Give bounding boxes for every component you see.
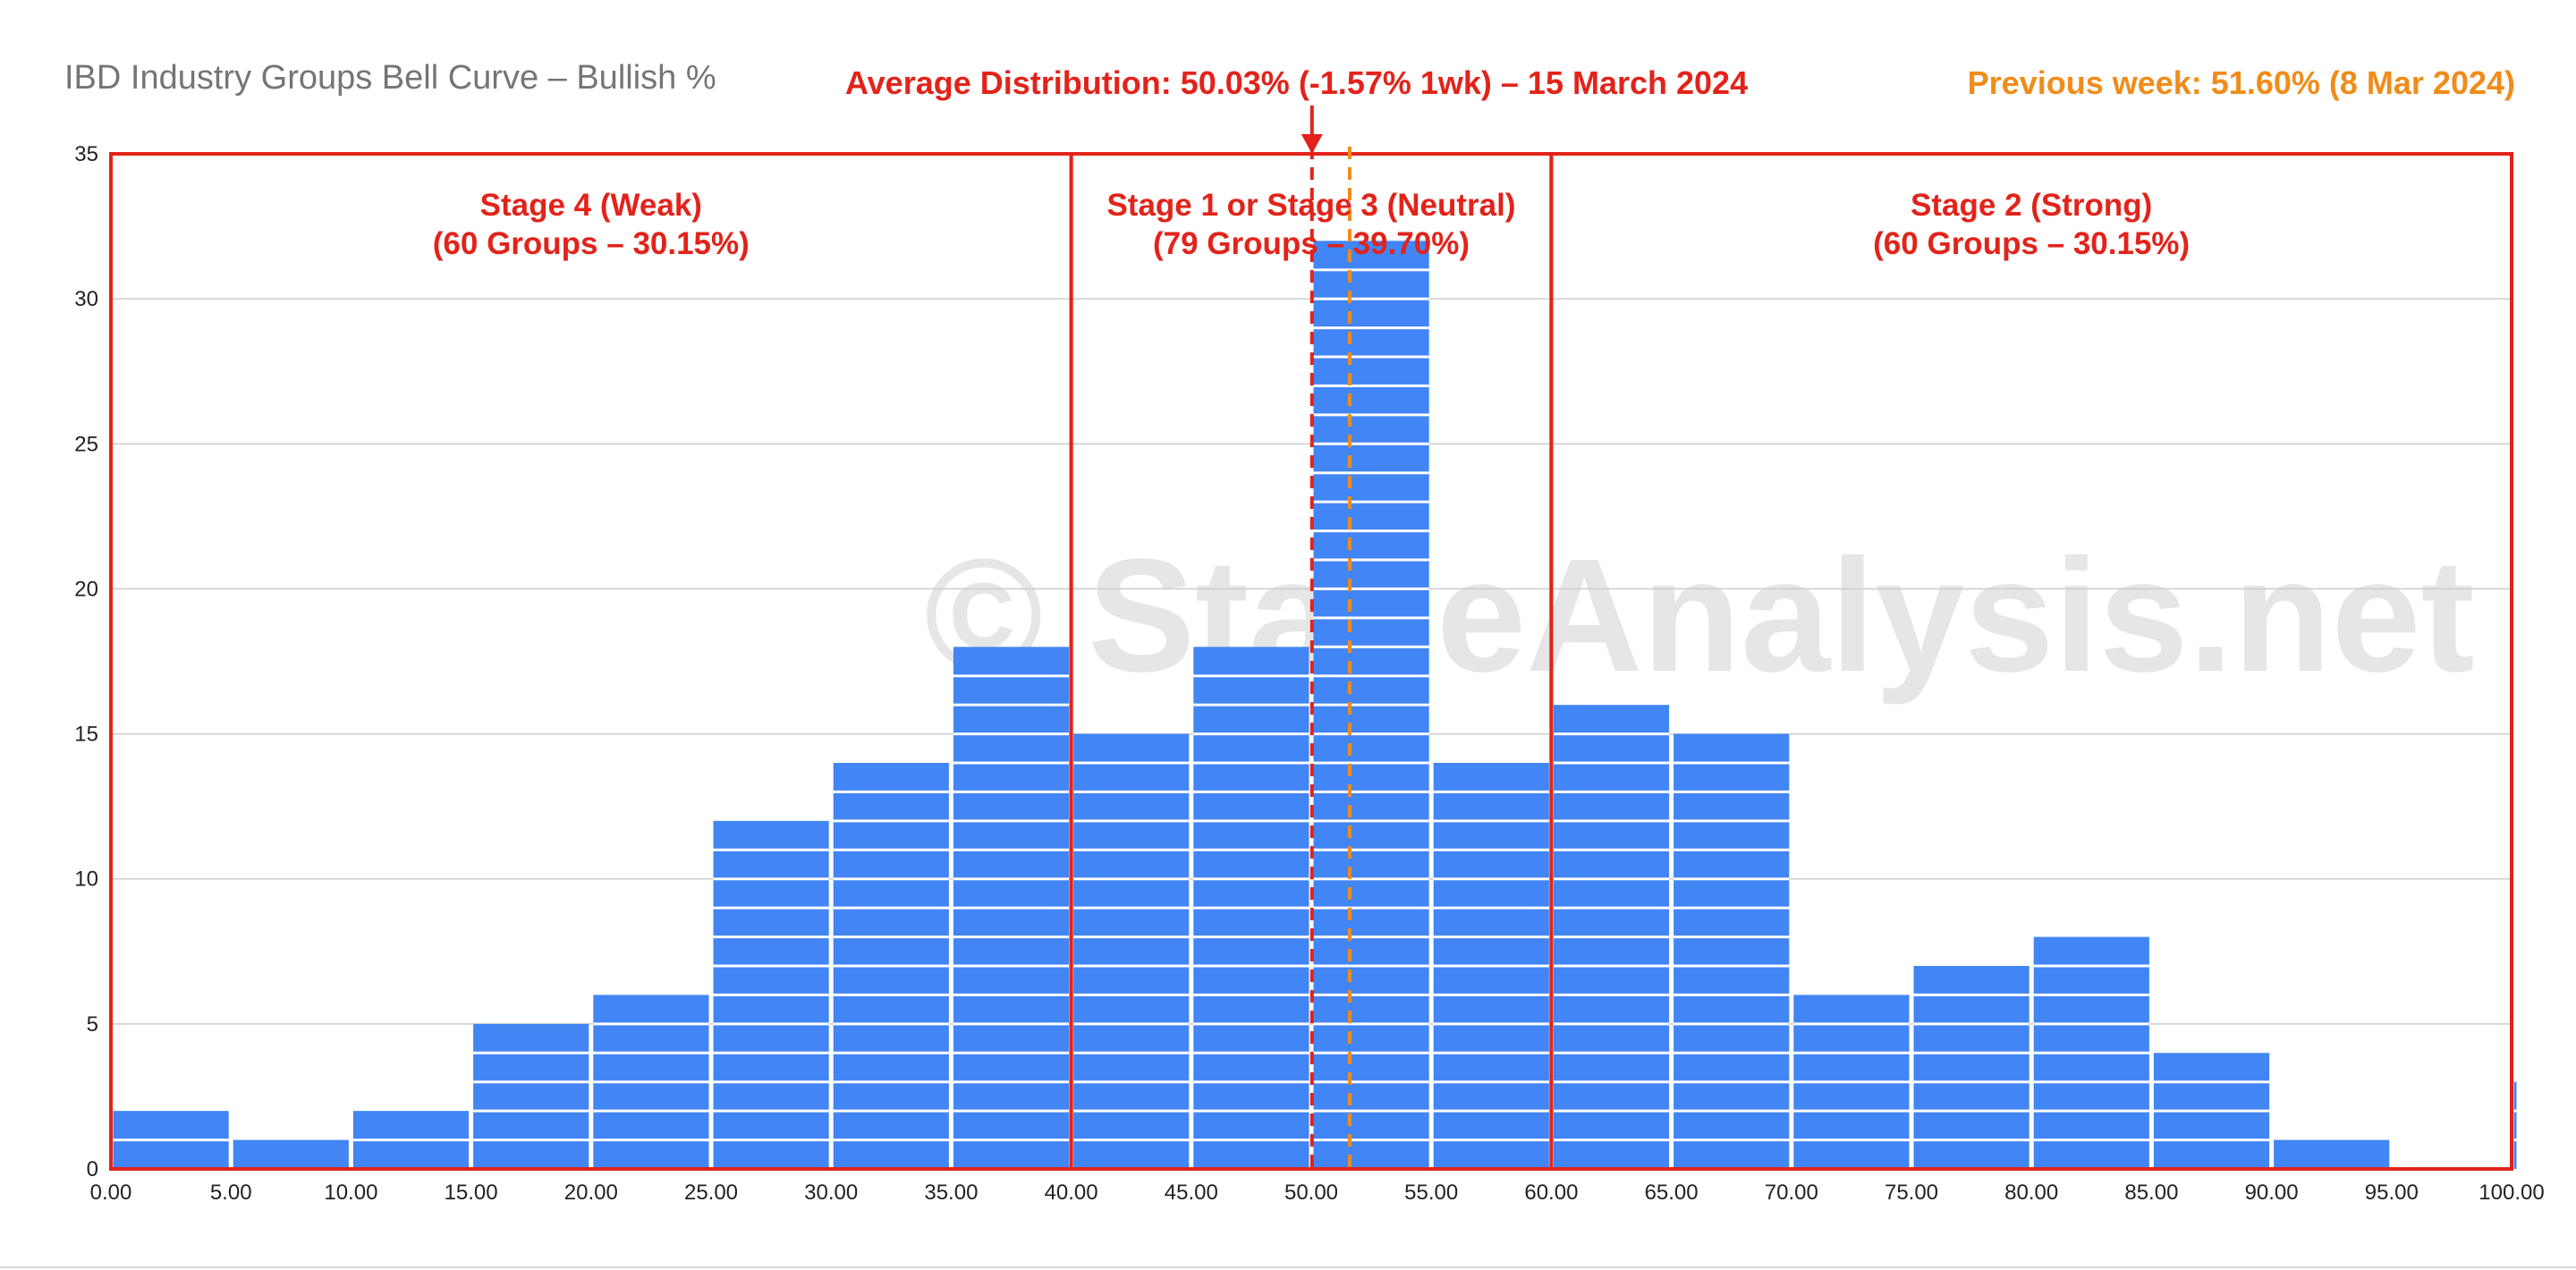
average-distribution-label: Average Distribution: 50.03% (-1.57% 1wk… (845, 64, 1749, 101)
x-tick-label: 75.00 (1885, 1181, 1938, 1205)
histogram-bar (2274, 1139, 2390, 1169)
x-tick-label: 0.00 (90, 1181, 132, 1205)
y-tick-label: 30 (74, 287, 98, 311)
average-arrow-head (1301, 134, 1323, 154)
histogram-bar (473, 1023, 589, 1169)
y-tick-label: 35 (74, 142, 98, 166)
x-tick-label: 60.00 (1524, 1181, 1578, 1205)
x-tick-label: 20.00 (564, 1181, 618, 1205)
x-tick-label: 5.00 (210, 1181, 252, 1205)
x-tick-label: 50.00 (1284, 1181, 1338, 1205)
histogram-bar (233, 1139, 349, 1169)
x-tick-label: 15.00 (445, 1181, 498, 1205)
x-tick-label: 65.00 (1645, 1181, 1699, 1205)
y-tick-label: 0 (87, 1157, 98, 1181)
watermark-text: © StageAnalysis.net (924, 526, 2474, 706)
y-tick-label: 25 (74, 432, 98, 456)
chart-title: IBD Industry Groups Bell Curve – Bullish… (64, 59, 716, 97)
zone-detail-stage-2: (60 Groups – 30.15%) (1873, 226, 2190, 261)
y-tick-label: 10 (74, 868, 98, 892)
zone-label-stage-2: Stage 2 (Strong) (60 Groups – 30.15%) (1763, 186, 2300, 263)
zone-name-stage-4: Stage 4 (Weak) (479, 188, 702, 223)
zone-name-stage-2: Stage 2 (Strong) (1911, 188, 2153, 223)
stage-zone-box (1549, 152, 2513, 1171)
histogram-bar (2513, 1081, 2517, 1169)
bottom-divider (0, 1266, 2576, 1268)
histogram-bar (1674, 733, 1790, 1169)
x-tick-label: 40.00 (1045, 1181, 1098, 1205)
previous-week-label: Previous week: 51.60% (8 Mar 2024) (1967, 64, 2515, 101)
zone-detail-neutral: (79 Groups – 39.70%) (1152, 226, 1470, 261)
histogram-bar (1913, 966, 2029, 1169)
zone-name-neutral: Stage 1 or Stage 3 (Neutral) (1106, 188, 1516, 223)
x-tick-label: 70.00 (1765, 1181, 1818, 1205)
x-tick-label: 80.00 (2004, 1181, 2058, 1205)
x-tick-label: 10.00 (324, 1181, 377, 1205)
x-tick-label: 30.00 (804, 1181, 858, 1205)
x-tick-label: 85.00 (2124, 1181, 2178, 1205)
zone-detail-stage-4: (60 Groups – 30.15%) (432, 226, 750, 261)
zone-label-stage-4: Stage 4 (Weak) (60 Groups – 30.15%) (323, 186, 860, 263)
x-tick-label: 55.00 (1404, 1181, 1458, 1205)
y-tick-label: 15 (74, 723, 98, 747)
y-tick-label: 20 (74, 577, 98, 601)
x-tick-label: 25.00 (684, 1181, 738, 1205)
y-tick-label: 5 (87, 1012, 98, 1037)
x-tick-label: 35.00 (924, 1181, 978, 1205)
x-tick-label: 100.00 (2479, 1181, 2544, 1205)
zone-label-neutral: Stage 1 or Stage 3 (Neutral) (79 Groups … (1043, 186, 1580, 263)
x-tick-label: 45.00 (1165, 1181, 1218, 1205)
x-tick-label: 95.00 (2365, 1181, 2419, 1205)
x-tick-label: 90.00 (2245, 1181, 2299, 1205)
histogram-bar (1073, 733, 1190, 1169)
